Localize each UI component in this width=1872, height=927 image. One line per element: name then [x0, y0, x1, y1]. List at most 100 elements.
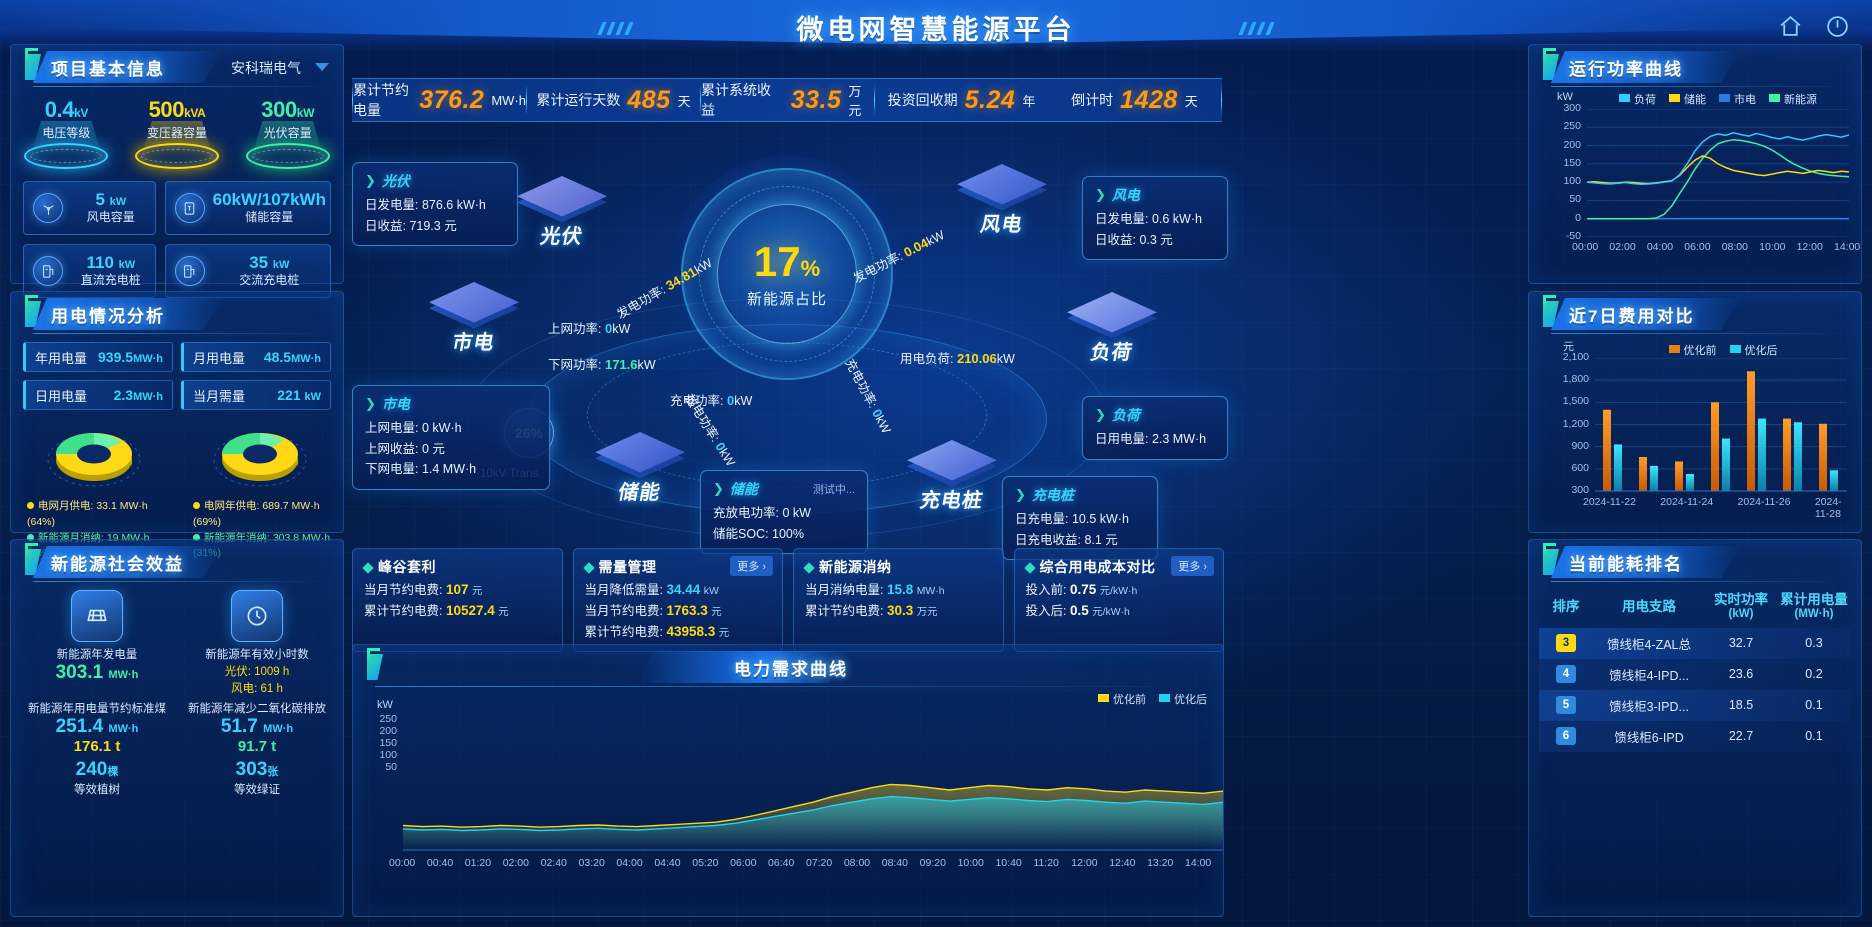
- card-row: 日充电量: 10.5 kW·h: [1015, 512, 1129, 526]
- kpi-label: 倒计时: [1071, 92, 1114, 108]
- stat-card-renewable-consumption: 新能源消纳 当月消纳电量: 15.8 MW·h 累计节约电费: 30.3 万元: [793, 548, 1004, 652]
- info-card-load: ❯ 负荷 日用电量: 2.3 MW·h: [1082, 396, 1228, 460]
- bar: [1794, 422, 1802, 491]
- panel-title: 项目基本信息: [51, 60, 165, 79]
- x-tick: 06:40: [768, 857, 795, 869]
- power-cell: 32.7: [1728, 636, 1754, 651]
- x-tick: 2024-11-28: [1814, 496, 1842, 520]
- node-load[interactable]: 负荷: [1052, 266, 1172, 365]
- x-tick: 05:20: [692, 857, 719, 869]
- y-tick: 300: [1571, 484, 1589, 496]
- more-button[interactable]: 更多 ›: [1171, 556, 1214, 576]
- table-row[interactable]: 4 馈线柜4-IPD... 23.6 0.2: [1539, 658, 1851, 690]
- core-percent-value: 17: [753, 238, 801, 285]
- bar: [1614, 444, 1622, 491]
- legend-before[interactable]: 优化前: [1098, 691, 1146, 707]
- pv-isometric-icon: [509, 150, 615, 223]
- node-label: 风电: [978, 214, 1025, 236]
- table-row[interactable]: 5 馈线柜3-IPD... 18.5 0.1: [1539, 689, 1851, 721]
- rank-badge: 6: [1556, 727, 1576, 746]
- power-icon[interactable]: [1825, 14, 1850, 44]
- card-title: 负荷: [1111, 407, 1140, 423]
- header-slab: [639, 651, 849, 683]
- legend-load[interactable]: 负荷: [1619, 91, 1656, 107]
- kpi-bar: 累计节约电量 376.2 MW·h 累计运行天数 485 天 累计系统收益 33…: [352, 78, 1222, 122]
- beam-label: 光伏容量: [263, 126, 312, 140]
- rank-badge: 5: [1556, 696, 1576, 715]
- kpi-value: 1428: [1120, 85, 1178, 114]
- usage-donut-charts: 电网月供电: 33.1 MW·h (64%) 新能源月消纳: 19 MW·h (…: [11, 416, 343, 562]
- legend-renewable[interactable]: 新能源: [1769, 91, 1817, 107]
- node-charger[interactable]: 充电桩: [892, 414, 1012, 513]
- x-tick: 04:00: [1646, 241, 1674, 253]
- stat-card-peak-valley: 峰谷套利 当月节约电费: 107 元 累计节约电费: 10527.4 元: [352, 548, 563, 652]
- kpi-separator: [526, 85, 527, 115]
- kpi-countdown: 倒计时 1428 天: [1048, 86, 1221, 115]
- cost-y-unit: 元: [1563, 341, 1574, 353]
- benefit-header: 新能源社会效益: [17, 543, 343, 582]
- benefit-label: 新能源年用电量节约标准煤: [28, 703, 166, 715]
- card-title: 需量管理: [585, 557, 772, 577]
- corner-accent-icon: [25, 295, 41, 311]
- benefit-extra: 91.7 t: [237, 738, 277, 755]
- benefit-unit: MW·h: [108, 723, 139, 735]
- capacity-unit: kW: [109, 195, 127, 208]
- power-y-unit: kW: [1557, 91, 1573, 103]
- node-storage[interactable]: 储能: [580, 406, 700, 505]
- table-row[interactable]: 6 馈线柜6-IPD 22.7 0.1: [1539, 720, 1851, 752]
- x-tick: 13:20: [1147, 857, 1174, 869]
- node-pv[interactable]: 光伏: [502, 150, 622, 249]
- chevron-down-icon[interactable]: [315, 63, 329, 71]
- legend-after[interactable]: 优化后: [1159, 691, 1207, 707]
- header-slab: [33, 546, 223, 578]
- energy-cell: 0.1: [1805, 698, 1823, 713]
- kpi-unit: 天: [1184, 93, 1198, 109]
- kpi-label: 累计系统收益: [701, 82, 771, 118]
- legend-storage[interactable]: 储能: [1669, 91, 1706, 107]
- kpi-unit: 万元: [848, 84, 862, 118]
- card-row: 上网收益: 0 元: [365, 441, 445, 456]
- core-ring-3: [717, 204, 857, 344]
- more-button[interactable]: 更多 ›: [730, 556, 773, 576]
- usage-unit: MW·h: [133, 353, 163, 365]
- battery-icon: [174, 193, 205, 223]
- bar: [1686, 474, 1694, 491]
- card-row: 充放电功率: 0 kW: [713, 506, 811, 520]
- x-tick: 08:40: [881, 857, 909, 869]
- kpi-value: 376.2: [419, 85, 485, 114]
- usage-box-monthly: 月用电量 48.5MW·h: [181, 342, 331, 372]
- col-branch: 用电支路: [1622, 598, 1676, 614]
- clock-icon: [231, 590, 283, 642]
- info-card-pv: ❯ 光伏 日发电量: 876.6 kW·h 日收益: 719.3 元: [352, 162, 518, 247]
- company-selector-label[interactable]: 安科瑞电气: [231, 60, 301, 76]
- corner-accent-icon: [1543, 48, 1559, 64]
- legend-grid[interactable]: 市电: [1719, 91, 1756, 107]
- usage-box-demand: 当月需量 221 kW: [181, 380, 331, 410]
- table-row[interactable]: 3 馈线柜4-ZAL总 32.7 0.3: [1539, 627, 1851, 659]
- y-tick: 100: [1563, 175, 1581, 188]
- cost-chart: 元 优化前 优化后 2,100 1,800 1,500 1,200 900 600 300 …: [1537, 336, 1853, 526]
- kpi-value: 485: [627, 85, 671, 114]
- legend-before[interactable]: 优化前: [1668, 342, 1717, 358]
- col-energy: 累计用电量 (MW·h): [1780, 592, 1848, 621]
- ranking-table: 排序 用电支路 实时功率 (kW) 累计用电量 (MW·h) 3 馈线柜4-ZAL…: [1539, 586, 1851, 752]
- x-tick: 2024-11-22: [1583, 496, 1636, 508]
- donut-monthly: 电网月供电: 33.1 MW·h (64%) 新能源月消纳: 19 MW·h (…: [19, 416, 169, 562]
- card-row: 日发电量: 876.6 kW·h: [365, 198, 486, 212]
- home-icon[interactable]: [1778, 14, 1803, 44]
- benefit-label: 等效植树: [74, 784, 120, 796]
- x-tick: 00:00: [1572, 241, 1599, 253]
- bar: [1675, 461, 1683, 491]
- node-wind[interactable]: 风电: [942, 138, 1062, 237]
- kpi-unit: MW·h: [491, 92, 526, 108]
- rank-cell: 6: [1539, 721, 1593, 752]
- core-percent-label: 新能源占比: [746, 291, 827, 308]
- core-ring-1: [681, 168, 893, 380]
- y-tick: 50: [385, 761, 397, 773]
- legend-after[interactable]: 优化后: [1729, 342, 1778, 358]
- x-tick: 04:00: [616, 857, 643, 869]
- header-underline: [33, 86, 333, 87]
- capacity-unit: kW: [272, 258, 290, 271]
- beam-value: 0.4: [44, 97, 75, 122]
- node-grid[interactable]: 市电: [414, 256, 534, 355]
